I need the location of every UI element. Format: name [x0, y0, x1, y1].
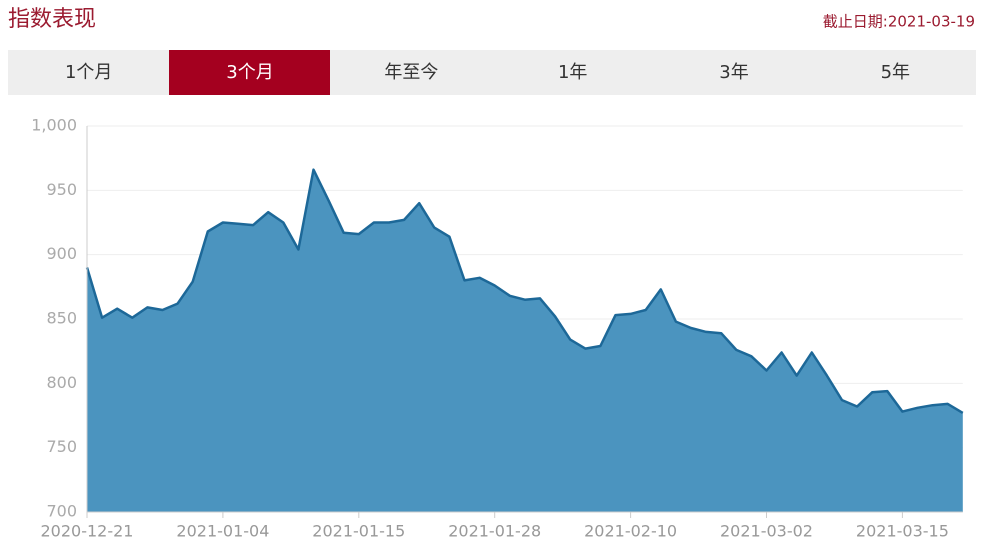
panel-title: 指数表现 — [8, 7, 96, 32]
x-tick-label: 2021-01-15 — [312, 522, 405, 541]
y-tick-label: 1,000 — [31, 116, 77, 135]
x-tick-label: 2020-12-21 — [41, 522, 134, 541]
y-tick-label: 900 — [46, 244, 77, 263]
y-tick-label: 750 — [46, 437, 77, 456]
x-tick-label: 2021-03-02 — [720, 522, 813, 541]
x-tick-label: 2021-01-28 — [448, 522, 541, 541]
y-tick-label: 700 — [46, 502, 77, 521]
line — [85, 168, 964, 414]
x-tick-label: 2021-03-15 — [856, 522, 949, 541]
tab[interactable]: 5年 — [881, 62, 910, 83]
y-tick-label: 800 — [46, 373, 77, 392]
tab[interactable]: 年至今 — [384, 62, 438, 83]
tab[interactable]: 3年 — [719, 62, 748, 83]
tab[interactable]: 1年 — [558, 62, 587, 83]
x-tick-label: 2021-01-04 — [176, 522, 269, 541]
area — [87, 169, 963, 512]
tab-active-bg — [169, 50, 330, 95]
x-tick-label: 2021-02-10 — [584, 522, 677, 541]
tab-bar — [8, 50, 976, 95]
y-tick-label: 950 — [46, 180, 77, 199]
y-tick-label: 850 — [46, 309, 77, 328]
as-of-date: 截止日期:2021-03-19 — [823, 13, 975, 31]
tab[interactable]: 1个月 — [65, 62, 112, 83]
tab[interactable]: 3个月 — [226, 62, 273, 83]
